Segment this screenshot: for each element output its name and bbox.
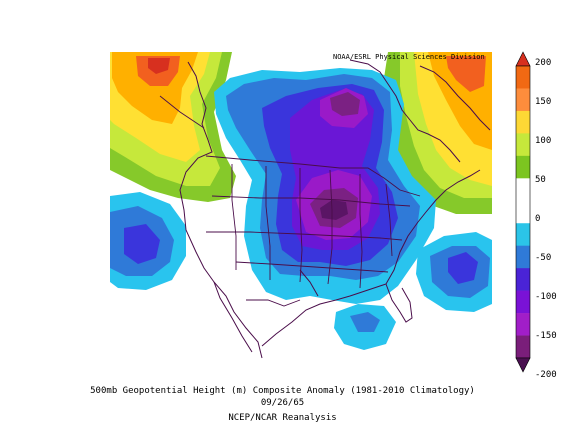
coastlines — [179, 59, 491, 359]
contour-east-negative-75 — [448, 252, 478, 284]
contour-west-negative-75 — [124, 224, 160, 264]
contour-central-negative-150 — [330, 92, 360, 116]
caption-source: NCEP/NCAR Reanalysis — [228, 413, 337, 423]
caption-title: 500mb Geopotential Height (m) Composite … — [90, 386, 475, 396]
colorbar-swatch — [516, 335, 530, 359]
credit-text: NOAA/ESRL Physical Sciences Division — [333, 53, 485, 61]
colorbar-tick-label: -100 — [535, 292, 557, 302]
colorbar-swatch — [516, 133, 530, 157]
colorbar-tick-label: 200 — [535, 58, 552, 68]
colorbar-swatch — [516, 110, 530, 134]
colorbar-tick-label: -200 — [535, 370, 557, 380]
colorbar-swatch — [516, 66, 530, 89]
colorbar-tick-label: 50 — [535, 175, 546, 185]
colorbar-swatch — [516, 155, 530, 179]
political-borders — [159, 95, 421, 307]
contour-nw-positive-200 — [148, 58, 170, 74]
contour-ne-positive-150 — [446, 56, 486, 92]
colorbar-bottom-arrow — [515, 357, 531, 373]
colorbar-swatch — [516, 313, 530, 336]
colorbar-swatch — [516, 200, 530, 224]
colorbar-tick-label: 0 — [535, 214, 541, 224]
contour-central-negative-200 — [320, 200, 348, 220]
colorbar-swatch — [516, 88, 530, 112]
colorbar-swatch — [516, 290, 530, 314]
colorbar-tick-label: -150 — [535, 331, 557, 341]
colorbar-tick-label: 100 — [535, 136, 552, 146]
colorbar-tick-label: 150 — [535, 97, 552, 107]
colorbar-tick-label: -50 — [535, 253, 552, 263]
colorbar-swatch — [516, 223, 530, 246]
colorbar-swatch — [516, 178, 530, 202]
colorbar — [515, 51, 531, 373]
colorbar-top-arrow — [515, 51, 531, 67]
caption-date: 09/26/65 — [260, 398, 305, 408]
colorbar-swatch — [516, 245, 530, 269]
colorbar-swatch — [516, 268, 530, 291]
contour-gulf-negative-50 — [350, 312, 380, 332]
